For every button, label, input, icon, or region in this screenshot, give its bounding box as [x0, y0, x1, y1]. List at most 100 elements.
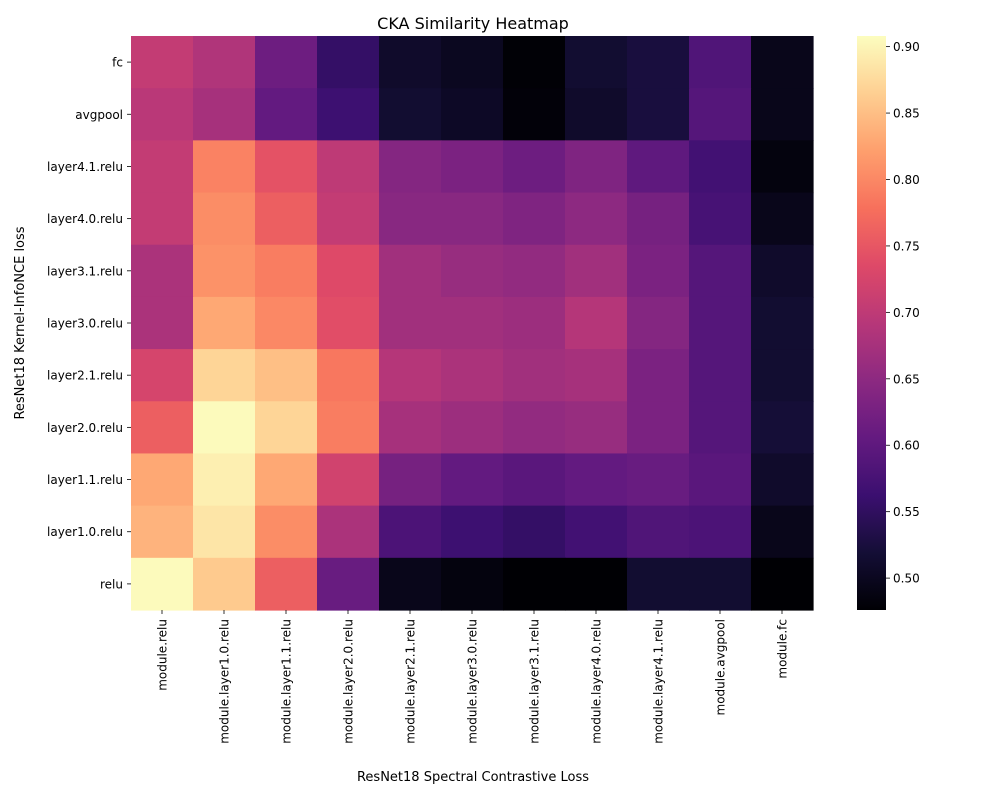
- heatmap-cell: [441, 505, 504, 559]
- heatmap-cell: [441, 36, 504, 89]
- heatmap-cell: [131, 401, 194, 455]
- heatmap-cell: [503, 192, 566, 246]
- heatmap-cell: [627, 505, 690, 559]
- heatmap-cell: [689, 244, 752, 298]
- heatmap-cell: [379, 36, 442, 89]
- heatmap-cell: [441, 401, 504, 455]
- colorbar-tick-label: 0.50: [893, 572, 920, 586]
- heatmap-cell: [751, 296, 814, 350]
- heatmap-cell: [131, 453, 194, 507]
- heatmap-cell: [565, 244, 628, 298]
- heatmap-cell: [193, 140, 256, 194]
- x-axis-label: ResNet18 Spectral Contrastive Loss: [357, 770, 589, 785]
- colorbar-tick-label: 0.80: [893, 173, 920, 187]
- heatmap-cell: [627, 36, 690, 89]
- heatmap-cell: [503, 453, 566, 507]
- heatmap-cell: [751, 401, 814, 455]
- heatmap-cell: [131, 349, 194, 402]
- x-tick-label: module.relu: [156, 619, 170, 691]
- x-tick-label: module.layer3.1.relu: [528, 619, 542, 744]
- heatmap-cell: [193, 296, 256, 350]
- heatmap-cell: [379, 557, 442, 611]
- colorbar-tick-label: 0.70: [893, 306, 920, 320]
- heatmap-cell: [565, 557, 628, 611]
- y-tick-label: layer2.0.relu: [47, 421, 123, 435]
- heatmap-cell: [317, 296, 380, 350]
- y-tick-label: relu: [100, 577, 123, 591]
- heatmap-cell: [193, 453, 256, 507]
- heatmap-cell: [689, 401, 752, 455]
- y-axis-label: ResNet18 Kernel-InfoNCE loss: [13, 226, 28, 419]
- heatmap-cell: [193, 244, 256, 298]
- heatmap-cell: [503, 349, 566, 402]
- heatmap-cell: [379, 244, 442, 298]
- heatmap-cell: [193, 88, 256, 141]
- heatmap-cell: [255, 296, 318, 350]
- y-tick-label: avgpool: [75, 108, 123, 122]
- y-tick-label: fc: [112, 56, 123, 70]
- heatmap-cell: [317, 505, 380, 559]
- colorbar-tick-label: 0.55: [893, 505, 920, 519]
- heatmap-cell: [441, 244, 504, 298]
- heatmap-cell: [317, 140, 380, 194]
- heatmap-cell: [689, 505, 752, 559]
- heatmap-cell: [503, 401, 566, 455]
- heatmap-cell: [565, 296, 628, 350]
- y-tick-label: layer3.1.relu: [47, 264, 123, 278]
- heatmap-cell: [503, 296, 566, 350]
- heatmap-cell: [317, 192, 380, 246]
- x-tick-label: module.layer2.1.relu: [404, 619, 418, 744]
- heatmap-cell: [317, 88, 380, 141]
- heatmap-cell: [255, 244, 318, 298]
- heatmap-cell: [441, 88, 504, 141]
- heatmap-cell: [689, 88, 752, 141]
- y-tick-label: layer2.1.relu: [47, 369, 123, 383]
- heatmap-cell: [565, 505, 628, 559]
- heatmap-cell: [441, 192, 504, 246]
- heatmap-cell: [751, 244, 814, 298]
- heatmap-cell: [751, 88, 814, 141]
- heatmap-cell: [255, 192, 318, 246]
- x-tick-label: module.layer2.0.relu: [342, 619, 356, 744]
- y-tick-label: layer4.1.relu: [47, 160, 123, 174]
- heatmap-cell: [317, 349, 380, 402]
- heatmap-cell: [565, 453, 628, 507]
- colorbar-ticks: 0.50 0.55 0.60 0.65 0.70 0.75 0.80 0.85 0.90: [886, 40, 920, 586]
- heatmap-cell: [565, 349, 628, 402]
- heatmap-cell: [751, 505, 814, 559]
- heatmap-cell: [379, 401, 442, 455]
- heatmap-cell: [627, 453, 690, 507]
- heatmap-cell: [565, 36, 628, 89]
- colorbar: [857, 36, 886, 610]
- heatmap-cell: [441, 296, 504, 350]
- heatmap-cell: [317, 36, 380, 89]
- heatmap-cell: [441, 140, 504, 194]
- heatmap-cell: [503, 244, 566, 298]
- y-tick-label: layer1.0.relu: [47, 525, 123, 539]
- heatmap-cell: [751, 453, 814, 507]
- heatmap-cell: [627, 401, 690, 455]
- heatmap-cell: [751, 140, 814, 194]
- heatmap-cell: [131, 296, 194, 350]
- heatmap-cell: [689, 140, 752, 194]
- heatmap-cell: [131, 505, 194, 559]
- heatmap-cell: [689, 453, 752, 507]
- heatmap-cell: [627, 192, 690, 246]
- heatmap-cell: [503, 36, 566, 89]
- y-tick-label: layer1.1.relu: [47, 473, 123, 487]
- x-tick-label: module.layer1.1.relu: [280, 619, 294, 744]
- heatmap-cell: [379, 140, 442, 194]
- heatmap-cell: [193, 36, 256, 89]
- x-tick-label: module.avgpool: [714, 619, 728, 716]
- heatmap-cell: [193, 401, 256, 455]
- heatmap-cell: [379, 453, 442, 507]
- x-tick-label: module.fc: [776, 619, 790, 679]
- heatmap-cell: [255, 88, 318, 141]
- chart-title: CKA Similarity Heatmap: [377, 14, 569, 33]
- x-axis-ticks: module.relu module.layer1.0.relu module.la…: [156, 610, 790, 744]
- heatmap-cell: [441, 453, 504, 507]
- heatmap-cell: [441, 349, 504, 402]
- heatmap-cell: [441, 557, 504, 611]
- heatmap-cell: [193, 349, 256, 402]
